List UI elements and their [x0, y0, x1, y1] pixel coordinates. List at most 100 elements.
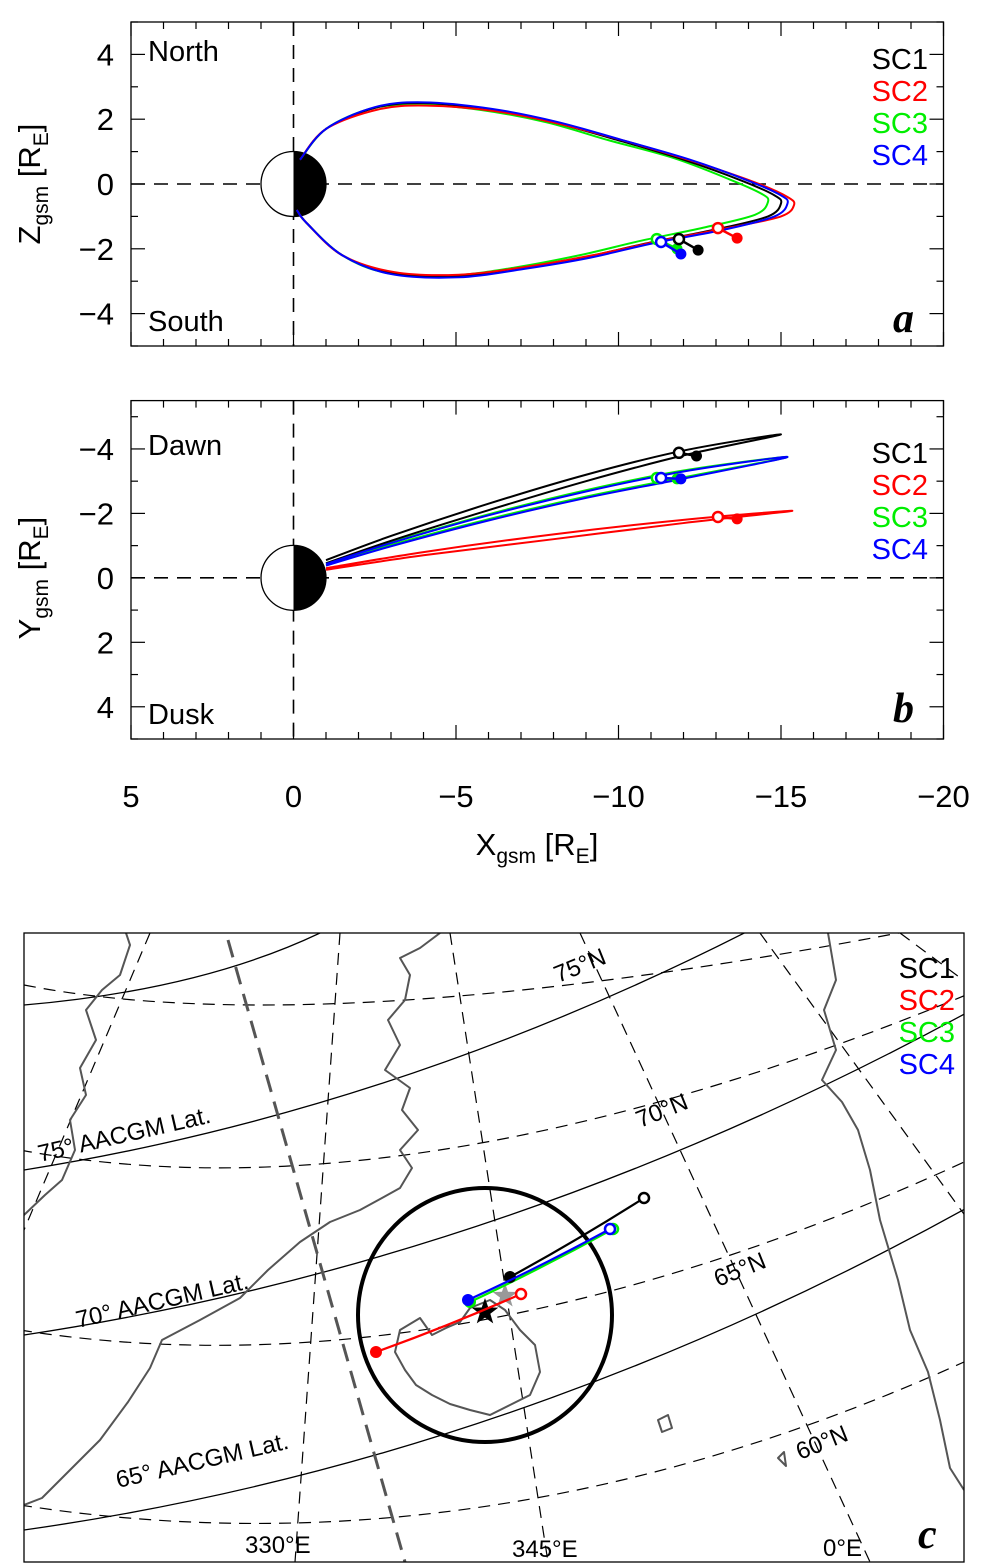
panel-c-label: c: [918, 1512, 937, 1558]
x-tick-label: −20: [917, 779, 970, 814]
y-tick-label: 0: [97, 561, 114, 596]
y-tick-label: −2: [79, 232, 114, 267]
south-label: South: [148, 306, 224, 338]
aacgm-latitude-circle: [24, 1208, 964, 1531]
geo-latitude-circle: [24, 1161, 964, 1346]
field-line-sc2: [295, 104, 796, 277]
filled-point-sc1: [692, 244, 704, 256]
legend-entry-sc1: SC1: [872, 438, 928, 470]
panel-b-label: b: [893, 686, 914, 732]
open-point-sc1: [672, 446, 686, 460]
legend-entry-sc1: SC1: [899, 953, 955, 985]
legend-entry-sc2: SC2: [899, 985, 955, 1017]
panel-a-y-axis-title: Zgsm [RE]: [12, 124, 53, 245]
y-tick-label: 4: [97, 690, 114, 725]
y-tick-label: −4: [79, 432, 114, 467]
north-label: North: [148, 36, 219, 68]
legend-entry-sc2: SC2: [872, 470, 928, 502]
footprint-filled-sc2: [370, 1346, 382, 1358]
coastline: [657, 1414, 673, 1433]
aacgm-latitude-circle: [24, 933, 321, 1006]
y-tick-label: −2: [79, 496, 114, 531]
coastline: [394, 1299, 541, 1416]
field-line-sc1: [295, 101, 783, 278]
open-point-sc4: [654, 235, 668, 249]
dusk-label: Dusk: [148, 699, 215, 731]
filled-point-sc2: [731, 513, 743, 525]
coastline: [821, 933, 964, 1491]
legend-entry-sc3: SC3: [899, 1017, 955, 1049]
coastline: [24, 933, 131, 1216]
filled-point-sc4: [675, 248, 687, 260]
panel-b-y-axis-title: Ygsm [RE]: [12, 517, 53, 640]
geo-latitude-label: 75°N: [550, 943, 610, 988]
panel-c-map: 75° AACGM Lat.70° AACGM Lat.65° AACGM La…: [23, 932, 965, 1563]
field-line-sc1: [325, 433, 783, 565]
legend-entry-sc4: SC4: [899, 1049, 955, 1081]
dawn-label: Dawn: [148, 430, 222, 462]
footprint-open-sc2: [514, 1287, 528, 1301]
x-axis-title: Xgsm [RE]: [476, 827, 599, 868]
geo-latitude-label: 65°N: [710, 1247, 770, 1292]
aacgm-latitude-circle: [24, 1013, 964, 1336]
geo-meridian: [24, 933, 151, 1231]
coastline: [24, 933, 441, 1506]
open-point-sc2: [711, 221, 725, 235]
footprint-track-sc2: [375, 1292, 522, 1354]
geo-latitude-label: 60°N: [792, 1420, 852, 1465]
geo-longitude-label: 0°E: [823, 1535, 862, 1562]
legend-entry-sc3: SC3: [872, 108, 928, 140]
plot-frame: [130, 399, 945, 740]
y-tick-label: 2: [97, 625, 114, 660]
x-tick-label: −5: [438, 779, 473, 814]
magnetic-meridian-dashed-line: [226, 939, 407, 1562]
field-line-sc2: [325, 509, 794, 571]
footprint-track-sc4: [467, 1228, 611, 1302]
grey-star-icon: [492, 1283, 518, 1307]
geo-longitude-label: 330°E: [245, 1532, 311, 1559]
map-frame: [23, 932, 965, 1563]
x-tick-label: 0: [285, 779, 302, 814]
geo-meridian: [759, 933, 964, 1216]
geo-latitude-circle: [24, 995, 964, 1169]
geo-meridian: [579, 933, 871, 1562]
footprint-filled-sc4: [462, 1294, 474, 1306]
y-tick-label: −4: [79, 297, 114, 332]
coastline: [777, 1451, 787, 1467]
geo-longitude-label: 345°E: [512, 1536, 578, 1563]
open-point-sc2: [711, 510, 725, 524]
filled-point-sc4: [675, 473, 687, 485]
map-content: 75° AACGM Lat.70° AACGM Lat.65° AACGM La…: [24, 933, 964, 1563]
y-tick-label: 2: [97, 102, 114, 137]
y-tick-label: 4: [97, 37, 114, 72]
geo-meridian: [294, 933, 341, 1562]
geo-meridian: [449, 933, 549, 1562]
open-point-sc4: [654, 471, 668, 485]
earth-nightside: [293, 545, 326, 611]
footprint-open-sc4: [603, 1222, 617, 1236]
x-tick-label: −15: [755, 779, 808, 814]
field-line-sc4: [295, 101, 789, 279]
x-tick-label: −10: [592, 779, 645, 814]
open-point-sc1: [672, 232, 686, 246]
field-of-view-circle: [356, 1186, 614, 1444]
footprint-track-sc1: [509, 1197, 645, 1278]
legend-entry-sc4: SC4: [872, 534, 928, 566]
geo-meridian: [24, 1040, 25, 1042]
legend-entry-sc4: SC4: [872, 140, 928, 172]
aacgm-label: 70° AACGM Lat.: [73, 1268, 251, 1334]
panel-a-label: a: [893, 296, 914, 342]
y-tick-label: 0: [97, 167, 114, 202]
aacgm-label: 75° AACGM Lat.: [35, 1102, 213, 1168]
x-tick-label: 5: [122, 779, 139, 814]
footprint-open-sc1: [637, 1191, 651, 1205]
geo-latitude-circle: [24, 1361, 964, 1525]
legend-entry-sc1: SC1: [872, 44, 928, 76]
geo-latitude-label: 70°N: [632, 1088, 692, 1133]
field-line-sc4: [325, 455, 789, 567]
filled-point-sc2: [731, 232, 743, 244]
filled-point-sc1: [691, 450, 702, 462]
